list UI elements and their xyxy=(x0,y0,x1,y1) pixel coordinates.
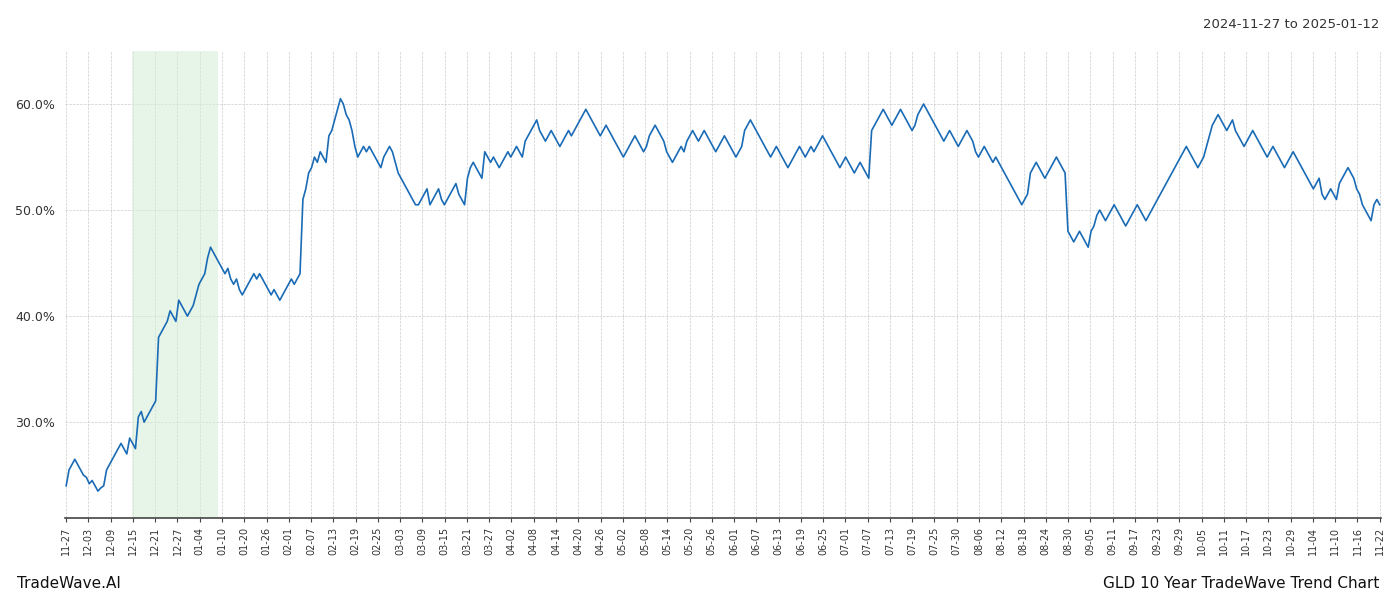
Text: 2024-11-27 to 2025-01-12: 2024-11-27 to 2025-01-12 xyxy=(1203,18,1379,31)
Bar xyxy=(132,51,217,518)
Text: GLD 10 Year TradeWave Trend Chart: GLD 10 Year TradeWave Trend Chart xyxy=(1103,576,1379,591)
Text: TradeWave.AI: TradeWave.AI xyxy=(17,576,120,591)
